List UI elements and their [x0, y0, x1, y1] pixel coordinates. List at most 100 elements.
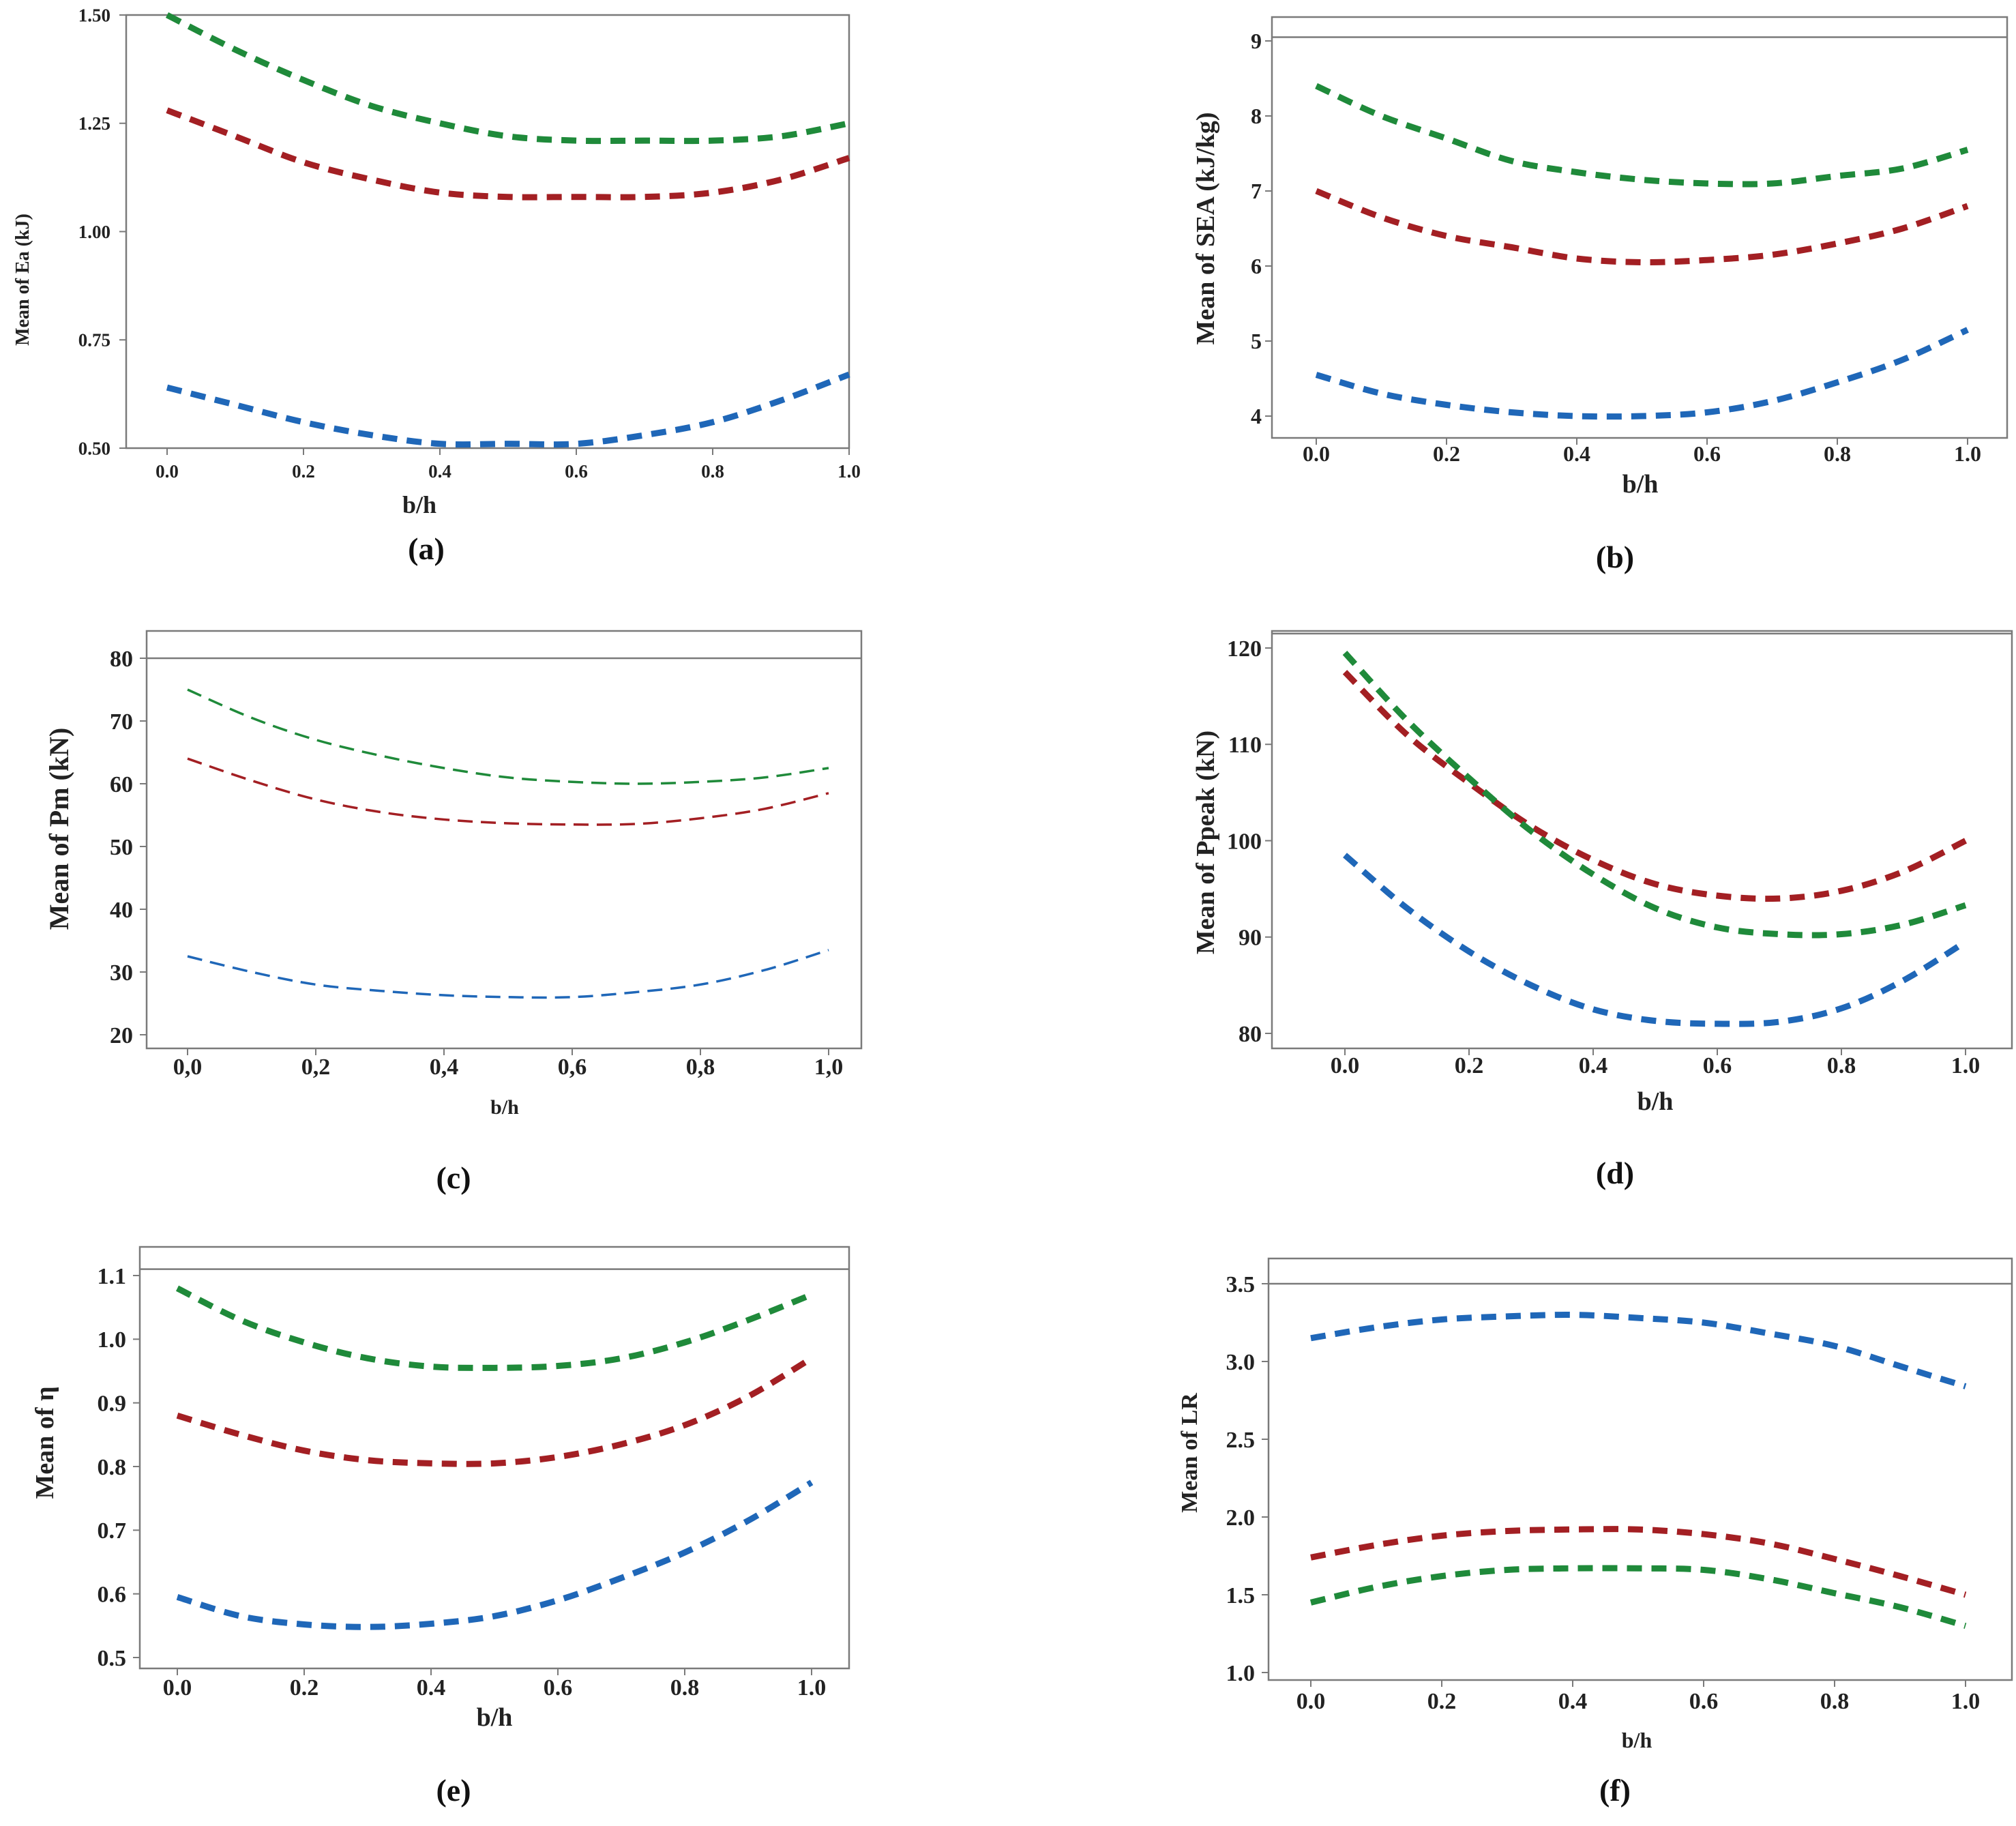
y-tick-label: 1.50: [78, 5, 110, 25]
x-tick-label: 0.8: [1820, 1689, 1850, 1714]
x-tick-label: 1,0: [814, 1055, 844, 1080]
panel-a: 0.0 0.2 0.4 0.6 0.8 1.0 0.500.751.001.251.50 …: [12, 5, 861, 566]
x-tick-label: 0,4: [430, 1055, 459, 1080]
x-tick-label: 0.0: [1296, 1689, 1326, 1714]
series-line-red: [176, 1355, 814, 1467]
x-tick-label: 0.8: [670, 1675, 700, 1700]
y-tick-label: 0.50: [78, 438, 110, 458]
y-tick-label: 2.5: [1226, 1428, 1256, 1453]
plot-frame: [145, 630, 863, 1050]
y-tick-label: 20: [110, 1023, 133, 1048]
y-tick-labels: 20 30 40 50 60 70 80: [110, 647, 147, 1048]
y-tick-label: 1.5: [1226, 1583, 1256, 1608]
y-tick-label: 1.0: [98, 1327, 127, 1353]
x-tick-labels: 0.0 0.2 0.4 0.6 0.8 1.0: [163, 1668, 827, 1700]
x-axis-title: b/h: [1622, 470, 1659, 499]
series-line-blue: [1315, 327, 1969, 420]
series-line-green: [187, 688, 829, 785]
y-axis-title: Mean of Ppeak (kN): [1191, 731, 1220, 954]
y-axis-title: Mean of Pm (kN): [44, 728, 74, 930]
x-tick-labels: 0.0 0.2 0.4 0.6 0.8 1.0: [155, 448, 861, 482]
x-tick-labels: 0.0 0.2 0.4 0.6 0.8 1.0: [1331, 1048, 1981, 1078]
y-tick-label: 70: [110, 709, 133, 735]
panel-f: 0.0 0.2 0.4 0.6 0.8 1.0 1.0 1.5 2.0 2.5 3.0 3.5 b/…: [1177, 1257, 2013, 1808]
y-tick-labels: 0.5 0.6 0.7 0.8 0.9 1.0 1.1: [98, 1264, 140, 1671]
series-line-blue: [1310, 1312, 1967, 1389]
x-axis-title: b/h: [477, 1703, 513, 1732]
y-axis-title: Mean of SEA (kJ/kg): [1191, 113, 1220, 345]
x-tick-label: 0.0: [163, 1675, 192, 1700]
y-tick-label: 0.8: [98, 1455, 127, 1480]
y-tick-label: 2.0: [1226, 1505, 1256, 1531]
x-tick-label: 0,0: [173, 1055, 203, 1080]
panel-caption: (c): [436, 1160, 471, 1195]
series-line-blue: [1343, 853, 1968, 1027]
y-tick-label: 30: [110, 960, 133, 986]
x-tick-label: 1.0: [837, 461, 861, 482]
x-tick-label: 0.4: [1558, 1689, 1588, 1714]
x-tick-label: 0.6: [565, 461, 588, 482]
series-line-red: [166, 107, 850, 201]
x-axis-title: b/h: [1622, 1728, 1652, 1752]
y-tick-label: 0.7: [98, 1518, 127, 1544]
y-tick-label: 0.9: [98, 1391, 127, 1417]
x-tick-label: 0.8: [701, 461, 724, 482]
panel-e: 0.0 0.2 0.4 0.6 0.8 1.0 0.5 0.6 0.7 0.8 0.9 1.0 1.1…: [31, 1246, 850, 1808]
x-axis-title: b/h: [490, 1096, 519, 1119]
x-axis-title: b/h: [1637, 1087, 1674, 1116]
x-tick-labels: 0,0 0,2 0,4 0,6 0,8 1,0: [173, 1048, 844, 1080]
panel-b: 0.0 0.2 0.4 0.6 0.8 1.0 4 5 6 7 8 9 b/h Mean of SE…: [1191, 16, 2008, 574]
series-layer: [175, 1285, 814, 1630]
x-tick-label: 0.8: [1827, 1053, 1856, 1078]
x-tick-label: 0.8: [1824, 441, 1851, 466]
plot-frame: [1267, 1257, 2013, 1681]
y-tick-label: 0.75: [78, 330, 110, 351]
x-tick-label: 0.6: [1693, 441, 1721, 466]
y-tick-label: 1.1: [98, 1264, 127, 1289]
series-line-red: [1310, 1526, 1967, 1598]
x-tick-label: 0.4: [417, 1675, 446, 1700]
y-tick-label: 80: [110, 647, 133, 672]
y-tick-label: 60: [110, 772, 133, 797]
x-tick-label: 0.4: [1563, 441, 1590, 466]
y-tick-label: 50: [110, 835, 133, 860]
x-tick-label: 0.0: [155, 461, 179, 482]
series-line-green: [1315, 83, 1969, 188]
series-line-blue: [166, 371, 850, 448]
y-tick-label: 1.00: [78, 222, 110, 242]
series-layer: [1315, 83, 1969, 420]
plot-frame: [1271, 16, 2008, 439]
y-tick-label: 8: [1251, 104, 1262, 128]
series-line-green: [165, 12, 850, 145]
y-tick-label: 120: [1227, 636, 1262, 662]
x-tick-label: 0.2: [1427, 1689, 1457, 1714]
y-tick-label: 3.0: [1226, 1350, 1256, 1375]
x-tick-label: 1.0: [797, 1675, 827, 1700]
y-tick-label: 9: [1251, 29, 1262, 53]
series-line-blue: [176, 1479, 814, 1630]
series-line-green: [1309, 1565, 1967, 1629]
x-tick-label: 0,8: [686, 1055, 715, 1080]
panel-caption: (e): [436, 1773, 471, 1808]
x-tick-label: 1.0: [1951, 1689, 1981, 1714]
series-line-green: [1342, 651, 1967, 939]
y-tick-label: 80: [1239, 1022, 1262, 1047]
x-tick-label: 0.6: [1703, 1053, 1732, 1078]
x-tick-label: 0,2: [301, 1055, 331, 1080]
x-tick-label: 0.4: [428, 461, 451, 482]
y-axis-title: Mean of η: [31, 1386, 59, 1499]
y-tick-label: 4: [1251, 404, 1262, 428]
x-tick-labels: 0.0 0.2 0.4 0.6 0.8 1.0: [1303, 438, 1981, 466]
panel-caption: (b): [1596, 540, 1634, 574]
series-layer: [1309, 1312, 1967, 1629]
y-tick-label: 0.5: [98, 1646, 127, 1671]
x-tick-label: 0.2: [290, 1675, 319, 1700]
y-tick-label: 110: [1228, 733, 1262, 758]
y-tick-label: 5: [1251, 329, 1262, 353]
x-tick-label: 1.0: [1951, 1053, 1981, 1078]
x-tick-label: 0.0: [1303, 441, 1330, 466]
x-tick-label: 0.6: [1689, 1689, 1719, 1714]
y-tick-label: 90: [1239, 926, 1262, 951]
